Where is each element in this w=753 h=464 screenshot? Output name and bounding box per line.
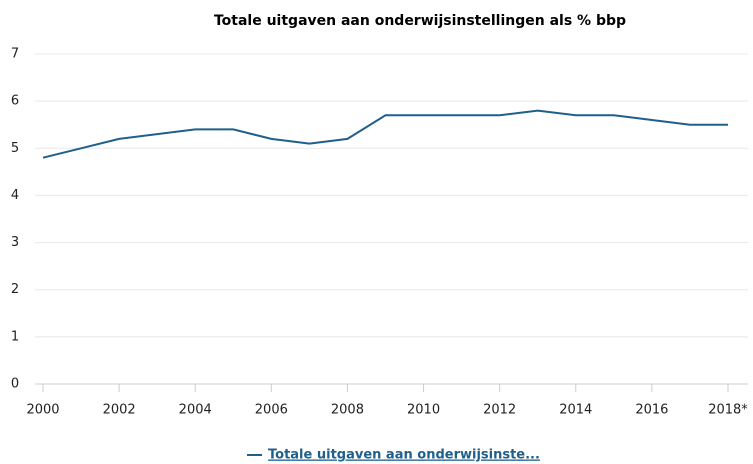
y-tick-label: 3 <box>11 235 19 250</box>
y-tick-label: 6 <box>11 94 19 109</box>
x-tick-label: 2012 <box>483 403 516 418</box>
legend-label: Totale uitgaven aan onderwijsinste... <box>268 448 540 463</box>
x-tick-label: 2004 <box>179 403 212 418</box>
y-tick-label: 5 <box>11 141 19 156</box>
x-tick-label: 2008 <box>331 403 364 418</box>
y-tick-label: 1 <box>11 329 19 344</box>
chart-title: Totale uitgaven aan onderwijsinstellinge… <box>214 13 626 29</box>
y-tick-label: 4 <box>11 188 19 203</box>
y-tick-label: 0 <box>11 377 19 392</box>
x-tick-label: 2002 <box>103 403 136 418</box>
y-tick-label: 7 <box>11 47 19 62</box>
y-tick-label: 2 <box>11 282 19 297</box>
x-tick-label: 2010 <box>407 403 440 418</box>
x-tick-label: 2018* <box>708 403 748 418</box>
line <box>42 109 728 159</box>
x-tick-label: 2016 <box>635 403 668 418</box>
x-tick-label: 2006 <box>255 403 288 418</box>
x-tick-label: 2000 <box>26 403 59 418</box>
x-tick-label: 2014 <box>559 403 592 418</box>
